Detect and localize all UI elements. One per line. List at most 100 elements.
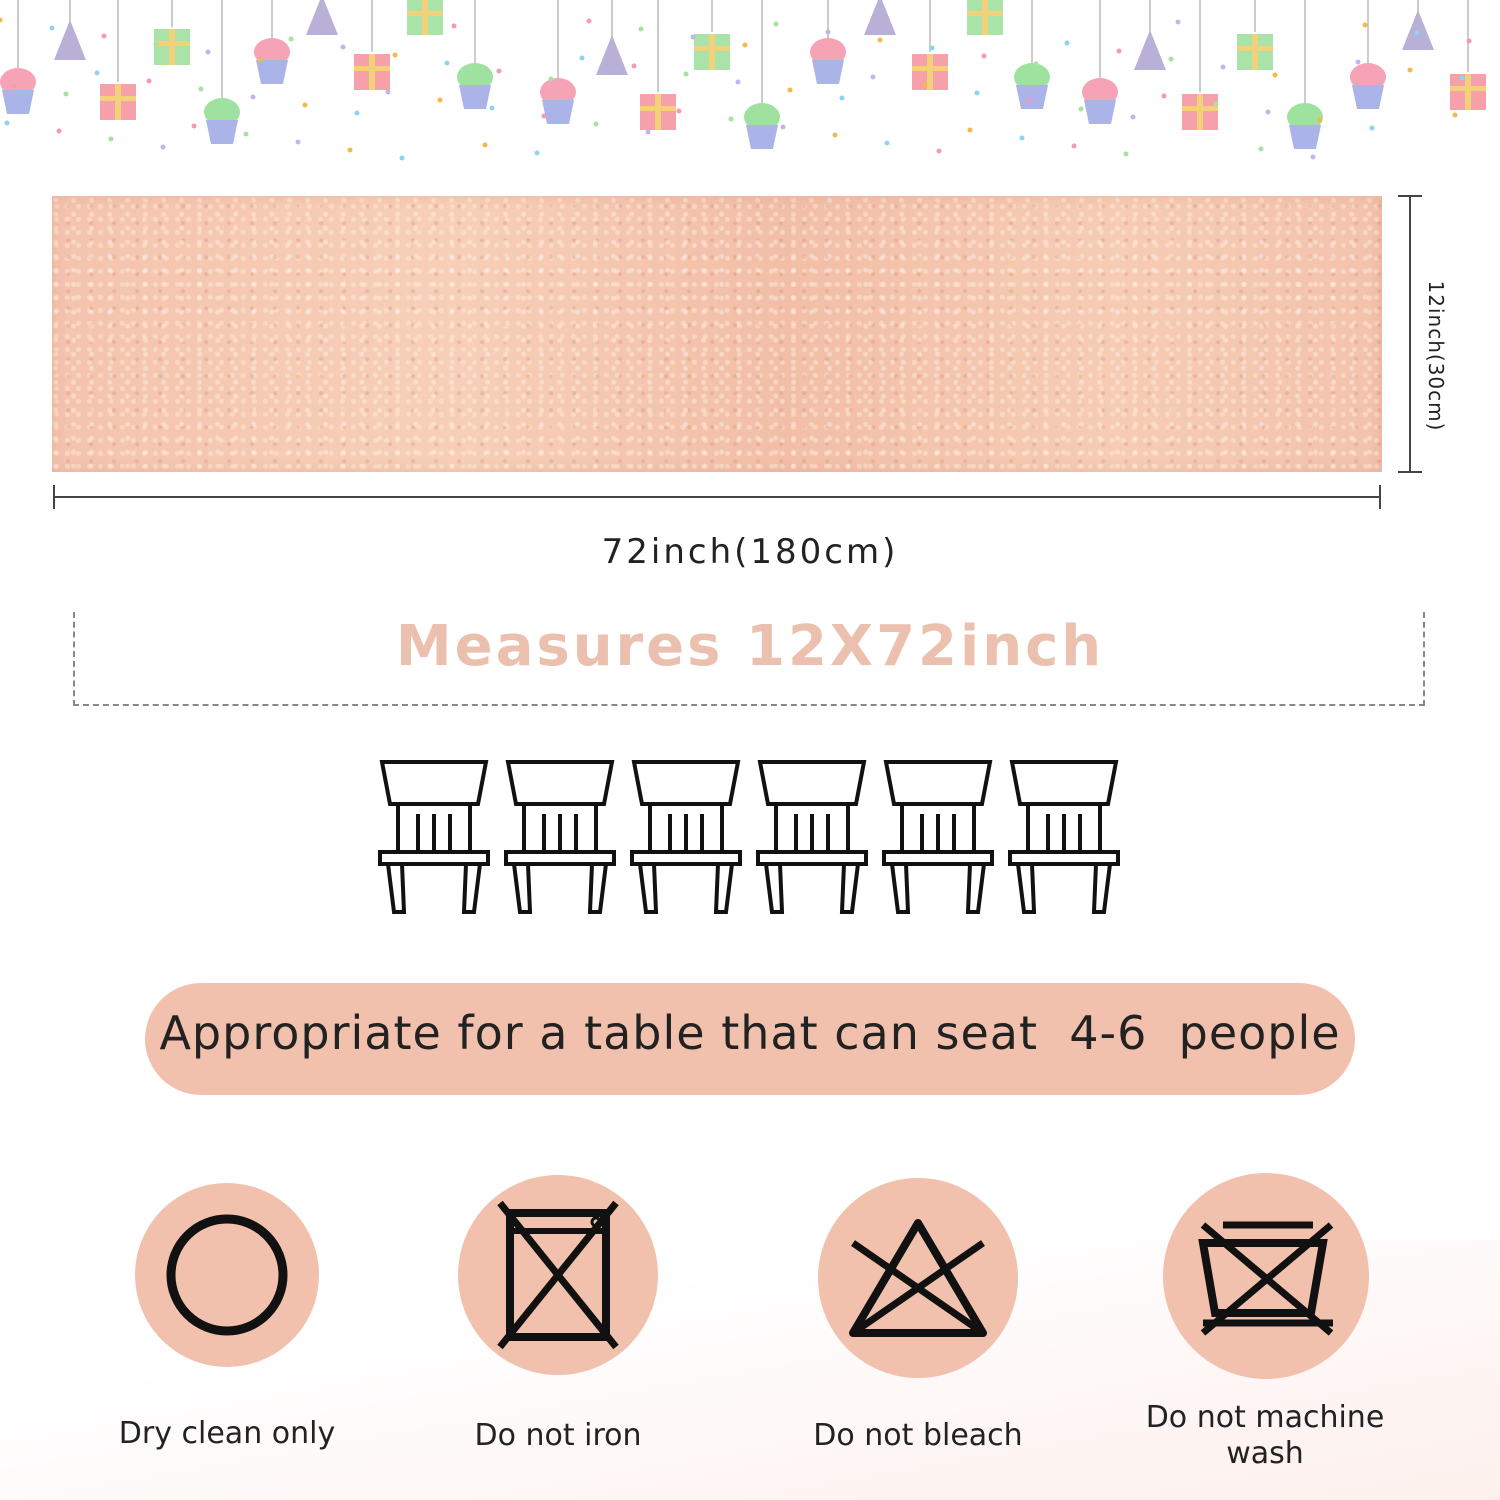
confetti-dot	[676, 108, 682, 114]
confetti-dot	[347, 147, 353, 153]
confetti-dot	[1407, 67, 1413, 73]
confetti-dot	[1466, 38, 1472, 44]
confetti-dot	[257, 57, 263, 63]
seating-pill	[145, 983, 1355, 1095]
confetti-dot	[1265, 109, 1271, 115]
cupcake-icon	[1287, 0, 1323, 149]
cupcake-icon	[1082, 0, 1118, 124]
confetti-dot	[1220, 64, 1226, 70]
confetti-dot	[63, 91, 69, 97]
confetti-dot	[160, 144, 166, 150]
confetti-dot	[108, 136, 114, 142]
confetti-dot	[11, 83, 17, 89]
confetti-dot	[1033, 61, 1039, 67]
measure-caption: Measures 12X72inch	[395, 614, 1105, 679]
confetti-dot	[631, 63, 637, 69]
seating-caption: Appropriate for a table that can seat 4-…	[159, 1006, 1341, 1060]
confetti-dot	[1116, 48, 1122, 54]
cupcake-icon	[810, 0, 846, 84]
confetti-dot	[780, 124, 786, 130]
confetti-dot	[1130, 114, 1136, 120]
confetti-dot	[444, 60, 450, 66]
confetti-dot	[548, 76, 554, 82]
confetti-dot	[1272, 72, 1278, 78]
confetti-dot	[0, 17, 3, 23]
gift-icon	[407, 0, 443, 35]
confetti-dot	[385, 89, 391, 95]
party-banner-decoration	[0, 0, 1486, 161]
confetti-dot	[877, 37, 883, 43]
party-hat-icon	[1134, 0, 1166, 70]
confetti-dot	[1026, 98, 1032, 104]
confetti-dot	[451, 23, 457, 29]
cupcake-icon	[204, 0, 240, 144]
care-label: Do not machine wash	[1145, 1400, 1385, 1471]
confetti-dot	[101, 33, 107, 39]
confetti-dot	[1123, 151, 1129, 157]
dry-clean-icon	[135, 1183, 319, 1367]
confetti-dot	[1078, 106, 1084, 112]
confetti-dot	[981, 53, 987, 59]
gift-icon	[912, 0, 948, 90]
gift-icon	[154, 0, 190, 65]
gift-icon	[967, 0, 1003, 35]
confetti-dot	[392, 52, 398, 58]
gift-icon	[640, 0, 676, 130]
confetti-dot	[1414, 30, 1420, 36]
confetti-dot	[49, 25, 55, 31]
cupcake-icon	[457, 0, 493, 109]
confetti-dot	[489, 105, 495, 111]
cupcake-icon	[0, 0, 36, 114]
confetti-dot	[1317, 117, 1323, 123]
gift-icon	[1237, 0, 1273, 70]
cupcake-icon	[1014, 0, 1050, 109]
confetti-dot	[884, 140, 890, 146]
confetti-dot	[593, 121, 599, 127]
confetti-dot	[205, 49, 211, 55]
confetti-dot	[1258, 146, 1264, 152]
no-iron-icon	[458, 1175, 658, 1375]
gift-icon	[1450, 0, 1486, 110]
confetti-dot	[1019, 135, 1025, 141]
chair-icon	[1008, 760, 1120, 914]
cupcake-icon	[1350, 0, 1386, 109]
no-machine-wash-icon	[1163, 1173, 1369, 1379]
confetti-dot	[534, 150, 540, 156]
confetti-dot	[787, 87, 793, 93]
chair-icon	[504, 760, 616, 914]
party-hat-icon	[306, 0, 338, 35]
chair-icon	[756, 760, 868, 914]
confetti-dot	[340, 44, 346, 50]
confetti-dot	[146, 78, 152, 84]
confetti-dot	[1213, 101, 1219, 107]
confetti-dot	[1168, 56, 1174, 62]
confetti-dot	[735, 79, 741, 85]
confetti-dot	[1355, 59, 1361, 65]
confetti-dot	[742, 42, 748, 48]
confetti-dot	[579, 55, 585, 61]
confetti-dot	[974, 90, 980, 96]
confetti-dot	[870, 74, 876, 80]
confetti-dot	[1459, 75, 1465, 81]
confetti-dot	[690, 34, 696, 40]
confetti-dot	[839, 95, 845, 101]
confetti-dot	[832, 132, 838, 138]
chair-icon	[630, 760, 742, 914]
width-dimension-label: 72inch(180cm)	[601, 532, 899, 572]
confetti-dot	[94, 70, 100, 76]
confetti-dot	[496, 68, 502, 74]
confetti-dot	[773, 21, 779, 27]
confetti-dot	[541, 113, 547, 119]
confetti-dot	[4, 120, 10, 126]
gift-icon	[100, 0, 136, 120]
confetti-dot	[354, 110, 360, 116]
care-label: Do not iron	[474, 1418, 642, 1453]
confetti-dot	[825, 29, 831, 35]
confetti-dot	[586, 18, 592, 24]
confetti-dot	[1310, 154, 1316, 160]
confetti-dot	[638, 26, 644, 32]
confetti-dot	[198, 86, 204, 92]
confetti-dot	[645, 129, 651, 135]
gift-icon	[694, 0, 730, 70]
confetti-dot	[243, 131, 249, 137]
